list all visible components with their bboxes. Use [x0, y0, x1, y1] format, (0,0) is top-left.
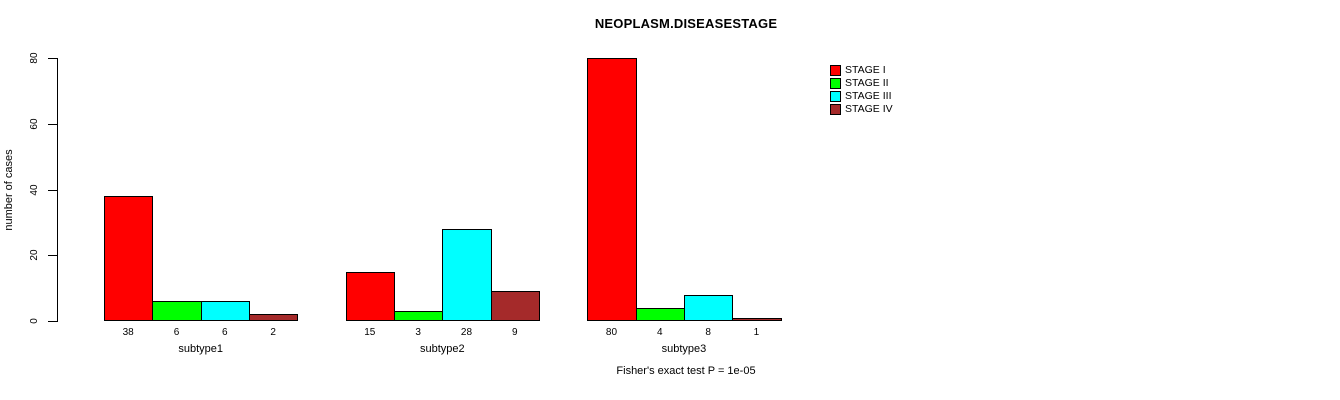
bar — [104, 196, 154, 321]
bar — [732, 317, 782, 321]
bar-value-label: 6 — [173, 327, 180, 338]
bar-value-label: 8 — [705, 327, 711, 338]
legend-swatch — [830, 77, 841, 89]
y-tick-label: 40 — [29, 183, 40, 196]
y-axis-tick — [48, 189, 57, 191]
bar-value-label: 1 — [753, 327, 760, 338]
bar — [152, 301, 202, 321]
legend-item: STAGE IV — [830, 103, 893, 115]
y-axis-tick — [48, 321, 57, 322]
legend-item: STAGE I — [830, 64, 893, 76]
bar-value-label: 28 — [460, 327, 473, 338]
chart-title: NEOPLASM.DISEASESTAGE — [594, 16, 778, 31]
bar — [393, 311, 444, 321]
y-axis-label: number of cases — [3, 149, 15, 231]
bar — [442, 228, 492, 321]
legend-swatch — [830, 103, 841, 115]
category-label: subtype3 — [661, 343, 707, 355]
bar-value-label: 38 — [122, 327, 134, 338]
bar — [490, 291, 540, 321]
y-axis-tick — [48, 255, 57, 257]
y-axis-tick — [48, 58, 57, 59]
legend-item: STAGE II — [830, 77, 893, 89]
bar-value-label: 3 — [415, 327, 421, 338]
legend-label: STAGE IV — [845, 103, 893, 115]
y-axis-tick — [48, 123, 57, 125]
bar-value-label: 6 — [222, 327, 228, 338]
bar-value-label: 9 — [512, 327, 518, 338]
bar — [200, 301, 250, 321]
bar-value-label: 80 — [605, 327, 618, 338]
bar-value-label: 15 — [364, 327, 376, 338]
category-label: subtype1 — [178, 343, 223, 355]
bar — [587, 58, 637, 321]
bar — [635, 307, 685, 321]
legend-swatch — [830, 64, 841, 76]
legend: STAGE I STAGE II STAGE III STAGE IV — [830, 64, 893, 116]
legend-label: STAGE II — [845, 77, 889, 89]
category-label: subtype2 — [419, 343, 465, 355]
y-tick-label: 0 — [29, 318, 40, 324]
legend-label: STAGE I — [845, 64, 886, 76]
y-tick-label: 80 — [29, 52, 40, 64]
fisher-test-annotation: Fisher's exact test P = 1e-05 — [616, 365, 756, 377]
bar — [345, 271, 395, 321]
bar — [683, 294, 734, 321]
y-tick-label: 20 — [29, 249, 40, 261]
legend-label: STAGE III — [845, 90, 892, 102]
legend-swatch — [830, 90, 841, 102]
legend-item: STAGE III — [830, 90, 893, 102]
bar — [248, 314, 299, 321]
y-tick-label: 60 — [29, 118, 40, 130]
y-axis-line — [57, 58, 58, 322]
bar-value-label: 4 — [657, 327, 663, 338]
bar-value-label: 2 — [270, 327, 276, 338]
